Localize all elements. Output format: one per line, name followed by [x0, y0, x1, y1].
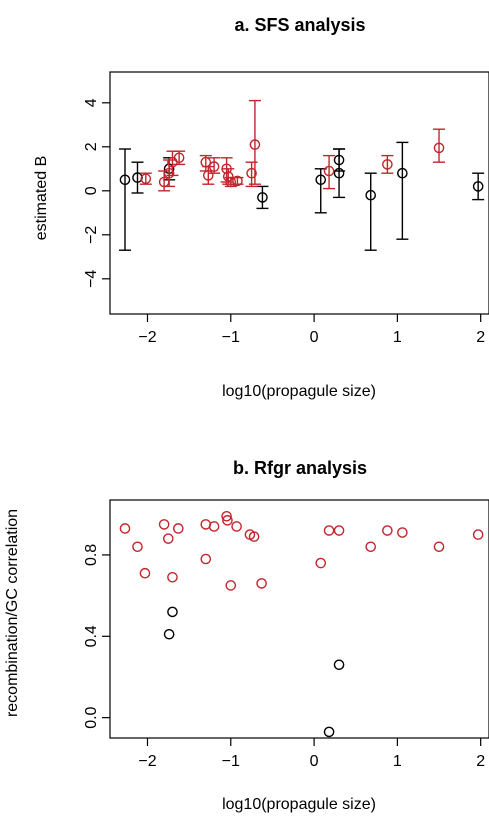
panel-a-x-tick-label: 2: [476, 329, 485, 346]
panel-b-data-point: [225, 580, 237, 591]
panel-a-data-point: [232, 175, 243, 187]
panel-b-y-tick-label: 0.8: [83, 544, 100, 566]
panel-b-ticks: −2 −1 0 1 2 0.0 0.4 0.8: [83, 544, 485, 770]
panel-a-data-point: [173, 152, 185, 164]
panel-b-x-tick-label: −2: [138, 753, 156, 770]
panel-b-data-point: [167, 571, 178, 583]
panel-b-data-point: [472, 529, 484, 540]
panel-a-data-point: [397, 167, 408, 179]
panel-a-data-point: [163, 167, 175, 179]
panel-a-data-point: [249, 139, 261, 150]
panel-b-data-marks: [119, 510, 484, 738]
panel-b-x-axis-label: log10(propagule size): [222, 796, 376, 813]
panel-b-y-tick-label: 0.4: [83, 625, 100, 647]
panel-a-x-tick-label: 1: [393, 329, 402, 346]
panel-a-data-point: [202, 170, 214, 181]
panel-b-data-point: [200, 553, 212, 565]
panel-a-y-tick-label: 4: [83, 98, 100, 107]
panel-b-data-point: [256, 578, 267, 589]
panel-b-data-point: [132, 541, 143, 553]
panel-a-ticks: −2 −1 0 1 2 −4 −2 0 2 4: [83, 98, 485, 346]
panel-b-data-point: [365, 541, 377, 553]
panel-a-data-point: [119, 174, 131, 186]
panel-b-x-tick-label: 0: [310, 753, 319, 770]
panel-a-data-point: [323, 165, 335, 177]
panel-a-y-tick-label: 0: [83, 186, 100, 195]
panel-a-y-tick-label: −2: [83, 226, 100, 244]
panel-a-data-point: [433, 142, 445, 154]
panel-b-data-point: [163, 533, 174, 544]
panel-a-data-point: [208, 161, 220, 172]
panel-b-plot-frame: [109, 499, 489, 739]
panel-b-data-point: [139, 567, 151, 579]
panel-a-data-point: [225, 176, 237, 188]
panel-a-y-tick-label: 2: [83, 142, 100, 151]
panel-b-x-tick-label: 1: [393, 753, 402, 770]
panel-b-data-point: [222, 515, 233, 526]
panel-b-data-point: [167, 606, 178, 618]
panel-a-y-axis-label: estimated B: [33, 156, 50, 240]
panel-b-data-point: [208, 521, 220, 532]
panel-b-data-point: [333, 659, 345, 671]
panel-b-data-point: [333, 525, 345, 536]
panel-b-x-tick-label: 2: [476, 753, 485, 770]
panel-b-data-point: [163, 628, 175, 640]
panel-a-data-point: [365, 189, 377, 201]
panel-b-data-point: [315, 557, 327, 569]
panel-a-title: a. SFS analysis: [234, 15, 365, 35]
panel-b-data-point: [323, 525, 335, 536]
panel-b-data-point: [231, 521, 242, 532]
panel-a-data-point: [315, 174, 327, 186]
panel-a-x-tick-label: 0: [310, 329, 319, 346]
panel-b-data-point: [119, 523, 131, 534]
panel-b-data-point: [323, 726, 335, 738]
panel-a-data-point: [246, 167, 257, 179]
panel-a-plot-frame: [109, 71, 489, 315]
panel-b-data-point: [382, 525, 393, 536]
panel-b-title: b. Rfgr analysis: [233, 458, 367, 478]
panel-a-data-point: [140, 173, 152, 184]
panel-a-data-point: [132, 172, 143, 183]
panel-a-data-point: [472, 181, 484, 192]
panel-a-x-tick-label: −1: [222, 329, 240, 346]
panel-b-y-axis-label: recombination/GC correlation: [4, 509, 21, 717]
panel-a-data-point: [222, 171, 234, 182]
panel-a-sfs-analysis: a. SFS analysis log10(propagule size) es…: [33, 15, 489, 400]
panel-a-data-point: [257, 192, 268, 203]
panel-a-data-point: [382, 159, 393, 170]
panel-b-rfgr-analysis: b. Rfgr analysis log10(propagule size) r…: [4, 458, 489, 813]
panel-b-x-tick-label: −1: [222, 753, 240, 770]
panel-b-data-point: [173, 523, 184, 534]
panel-b-y-tick-label: 0.0: [83, 706, 100, 728]
panel-a-data-marks: [118, 99, 485, 251]
panel-b-data-point: [248, 531, 260, 542]
panel-a-y-tick-label: −4: [83, 270, 100, 288]
panel-b-data-point: [433, 541, 445, 553]
panel-a-data-point: [333, 154, 345, 166]
panel-a-x-tick-label: −2: [138, 329, 156, 346]
panel-b-data-point: [158, 519, 170, 530]
panel-b-data-point: [221, 510, 232, 522]
panel-a-x-axis-label: log10(propagule size): [222, 383, 376, 400]
panel-b-data-point: [397, 527, 408, 538]
